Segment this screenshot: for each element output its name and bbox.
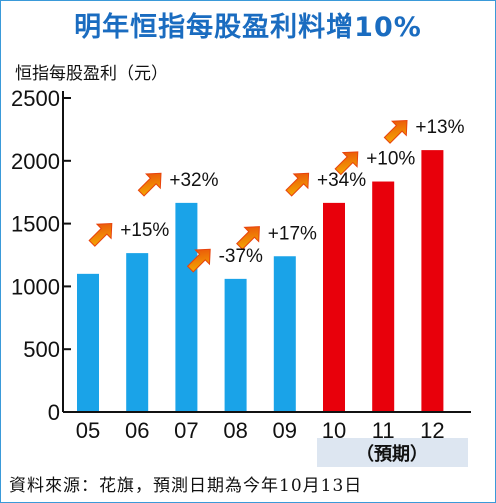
y-tick-label: 1000 [11, 274, 60, 299]
arrow-shape [236, 226, 260, 250]
growth-arrow-icon [383, 119, 408, 144]
arrow-shape [285, 172, 310, 197]
arrow-shape [334, 151, 359, 176]
x-tick-label: 11 [372, 418, 395, 443]
bar [126, 253, 149, 412]
arrow-shape [137, 172, 162, 197]
y-tick-label: 1500 [11, 212, 60, 237]
growth-arrow-icon [285, 172, 310, 197]
arrow-shape [88, 222, 113, 247]
bar-chart: +15% +32% -37%+17% +34%+10%+13% 0 500 1000 150… [11, 86, 471, 467]
growth-arrows-group [88, 119, 408, 273]
arrow-shape [383, 119, 408, 144]
change-percent-label: +10% [366, 149, 415, 170]
bars-group [77, 150, 444, 412]
forecast-label: （預期） [356, 444, 428, 465]
growth-arrow-icon [186, 248, 211, 273]
x-tick-label: 09 [273, 418, 297, 443]
x-ticks-group: 05 06 07 08 09 10 11 12 [76, 418, 445, 443]
bar [77, 273, 99, 412]
arrow-shape [186, 248, 211, 273]
bar [421, 150, 444, 412]
change-percent-label: -37% [219, 246, 263, 267]
bar [372, 181, 395, 412]
source-note: 資料來源：花旗，預測日期為今年10月13日 [9, 476, 363, 496]
change-percent-label: +13% [415, 117, 464, 138]
growth-arrow-icon [137, 172, 162, 197]
y-tick-label: 500 [23, 337, 60, 362]
bar [273, 256, 296, 412]
y-ticks-group: 0 500 1000 1500 2000 2500 [11, 86, 71, 425]
change-percent-label: +17% [268, 223, 317, 244]
change-percent-label: +15% [120, 220, 169, 241]
annotation-labels-group: +15% +32% -37%+17% +34%+10%+13% [120, 117, 464, 267]
x-tick-label: 05 [76, 418, 100, 443]
y-tick-label: 2500 [11, 86, 60, 111]
growth-arrow-icon [236, 226, 260, 250]
change-percent-label: +34% [317, 170, 366, 191]
x-tick-label: 07 [174, 418, 198, 443]
change-percent-label: +32% [169, 170, 218, 191]
growth-arrow-icon [88, 222, 113, 247]
x-tick-label: 10 [322, 418, 346, 443]
growth-arrow-icon [334, 151, 359, 176]
bar [224, 278, 247, 412]
bar [323, 202, 345, 412]
x-tick-label: 08 [223, 418, 247, 443]
chart-title: 明年恒指每股盈利料增10% [74, 12, 422, 43]
x-tick-label: 06 [125, 418, 149, 443]
y-tick-label: 0 [48, 400, 60, 425]
y-axis-label: 恒指每股盈利（元） [15, 64, 168, 84]
forecast-period-band [317, 438, 468, 467]
bar [175, 202, 198, 412]
y-tick-label: 2000 [11, 149, 60, 174]
x-tick-label: 12 [420, 418, 444, 443]
